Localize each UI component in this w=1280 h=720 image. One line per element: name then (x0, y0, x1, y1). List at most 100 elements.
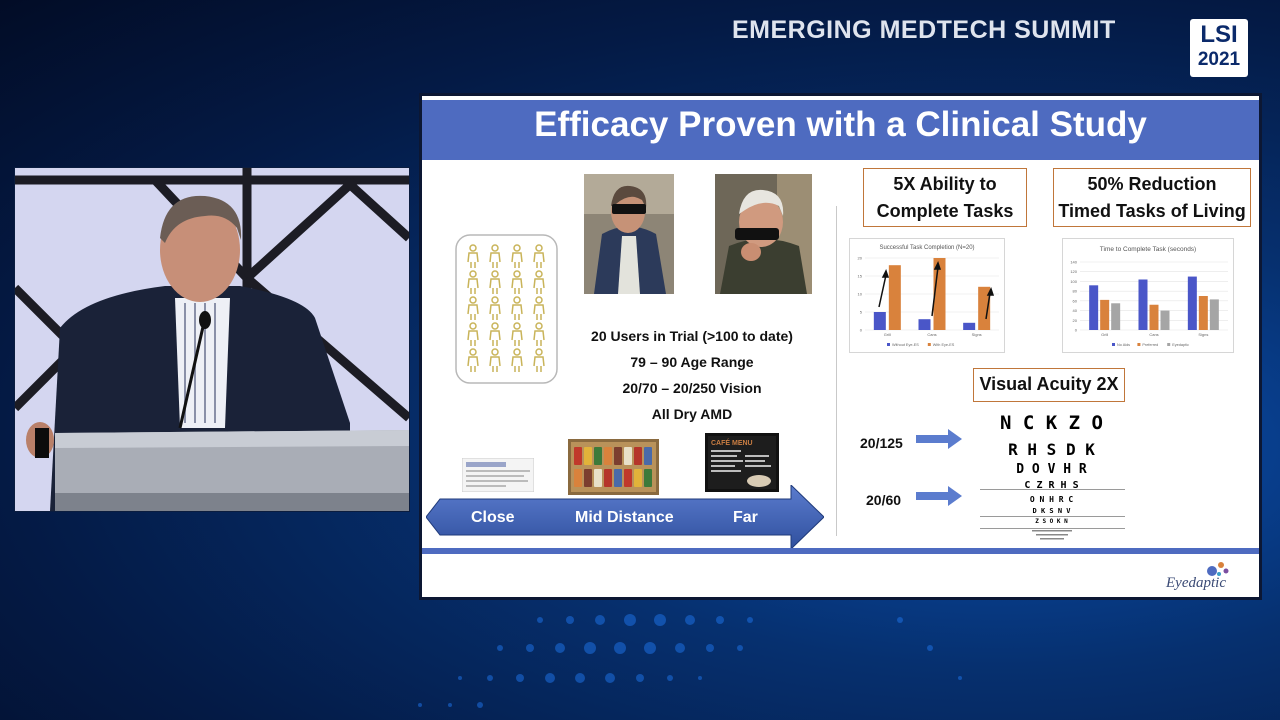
eye-chart-row-3: D O V H R (1016, 462, 1087, 477)
person-icon (489, 244, 501, 268)
far-task-image: CAFÉ MENU (705, 433, 779, 492)
visual-acuity-callout: Visual Acuity 2X (973, 368, 1125, 402)
person-icon (533, 270, 545, 294)
y-tick-label: 20 (858, 256, 863, 261)
reduction-callout-line2: Timed Tasks of Living (1058, 201, 1246, 221)
eye-chart-rule (980, 489, 1125, 490)
person-icon (467, 296, 479, 320)
bar-eyedaptic (1160, 310, 1170, 330)
person-icon (467, 270, 479, 294)
can-item (594, 447, 602, 465)
reduction-callout-line1: 50% Reduction (1087, 174, 1217, 194)
trial-stat-age: 79 – 90 Age Range (630, 354, 754, 370)
y-tick-label: 15 (858, 274, 863, 279)
can-item (634, 447, 642, 465)
person-icon (467, 244, 479, 268)
slide-canvas: Efficacy Proven with a Clinical Study (422, 96, 1259, 597)
task-completion-chart: Successful Task Completion (N=20) 0 5 10 15… (849, 238, 1005, 353)
legend-swatch (927, 343, 931, 346)
can-item (584, 469, 592, 487)
can-item (644, 447, 652, 465)
legend-swatch (887, 343, 890, 346)
reduction-callout: 50% Reduction Timed Tasks of Living (1053, 168, 1251, 227)
mid-distance-task-image (568, 439, 659, 495)
arrow-label-close: Close (471, 509, 515, 526)
y-tick-label: 40 (1073, 308, 1078, 313)
category-label: Cans (927, 332, 936, 337)
acuity-label-20-125: 20/125 (860, 435, 903, 451)
bar-eyedaptic (1111, 303, 1121, 330)
slide-footer-rule (422, 548, 1259, 554)
arrow-label-far: Far (733, 509, 758, 526)
person-icon (511, 244, 523, 268)
person-icon (489, 348, 501, 372)
acuity-label-20-60: 20/60 (866, 492, 902, 508)
users-icon-grid (455, 234, 558, 384)
y-tick-label: 0 (1075, 328, 1078, 333)
slide-header-bar: Efficacy Proven with a Clinical Study (422, 100, 1259, 160)
bar-preferred (1100, 299, 1110, 330)
can-item (604, 469, 612, 487)
legend-label: Eyedaptic (1172, 343, 1189, 347)
can-item (594, 469, 602, 487)
person-icon (467, 322, 479, 346)
bar-with-eye-es (888, 265, 901, 330)
person-icon (533, 296, 545, 320)
improvement-arrows (878, 261, 995, 320)
ability-callout-line1: 5X Ability to (893, 174, 997, 194)
legend-swatch (1112, 343, 1115, 346)
arrow-label-mid-distance: Mid Distance (575, 509, 674, 526)
bar-without-eye-es (963, 322, 976, 330)
legend-swatch (1137, 343, 1141, 346)
legend-swatch (1167, 343, 1171, 346)
bar-preferred (1149, 304, 1159, 330)
bar-eyedaptic (1209, 299, 1219, 330)
person-icon (533, 348, 545, 372)
trial-stat-vision: 20/70 – 20/250 Vision (622, 380, 762, 396)
category-label: Signs (972, 332, 982, 337)
y-tick-label: 140 (1070, 260, 1077, 265)
y-tick-label: 80 (1073, 289, 1078, 294)
trial-participant-photo-1 (584, 174, 674, 294)
category-label: Signs (1198, 332, 1208, 337)
bar-no-aids (1187, 276, 1197, 330)
event-title: EMERGING MEDTECH SUMMIT (732, 16, 1116, 44)
y-tick-label: 5 (860, 310, 863, 315)
slide-title: Efficacy Proven with a Clinical Study (534, 105, 1147, 144)
eyedaptic-logo: Eyedaptic (1166, 575, 1226, 591)
acuity-arrow-icon-1 (916, 429, 962, 449)
background-dot-pattern (418, 614, 962, 708)
can-item (614, 469, 622, 487)
eyedaptic-logo-icon (1207, 562, 1229, 576)
ability-callout-line2: Complete Tasks (876, 201, 1014, 221)
person-icon (489, 270, 501, 294)
person-icon (489, 322, 501, 346)
eye-chart-rule (980, 516, 1125, 517)
trial-stat-condition: All Dry AMD (651, 406, 733, 422)
can-item (604, 447, 612, 465)
eye-chart-row-5: O N H R C (1029, 495, 1074, 504)
person-icon (533, 244, 545, 268)
can-item (634, 469, 642, 487)
task-time-chart: Time to Complete Task (seconds) 0 20 40 60 8… (1062, 238, 1234, 353)
trial-stat-users: 20 Users in Trial (>100 to date) (591, 328, 793, 344)
chart1-title: Successful Task Completion (N=20) (879, 245, 974, 251)
eye-chart-row-4: C Z R H S (1024, 480, 1079, 491)
person-icon (467, 348, 479, 372)
eye-chart-row-2: R H S D K (1008, 440, 1095, 459)
distance-arrow (426, 485, 824, 549)
eye-chart-row-7: Z S O K N (1035, 518, 1068, 525)
category-label: Cans (1149, 332, 1158, 337)
trial-stats: 20 Users in Trial (>100 to date) 79 – 90… (562, 323, 822, 427)
bar-without-eye-es (873, 312, 886, 330)
y-tick-label: 120 (1070, 269, 1077, 274)
person-icon (511, 270, 523, 294)
can-item (574, 447, 582, 465)
category-label: Grill (884, 332, 891, 337)
person-icon (511, 348, 523, 372)
person-icon (533, 322, 545, 346)
y-tick-label: 60 (1073, 298, 1078, 303)
ability-callout: 5X Ability to Complete Tasks (863, 168, 1027, 227)
legend-label: Without Eye-ES (892, 343, 919, 347)
chart2-title: Time to Complete Task (seconds) (1100, 246, 1196, 253)
